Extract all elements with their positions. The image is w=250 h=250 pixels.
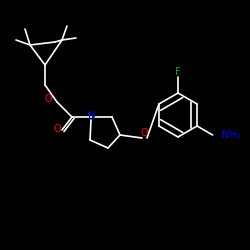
Text: N: N	[88, 111, 96, 121]
Text: O: O	[53, 124, 61, 134]
Text: F: F	[175, 67, 181, 77]
Text: O: O	[140, 128, 148, 138]
Text: NH₂: NH₂	[222, 130, 240, 140]
Text: O: O	[44, 94, 52, 104]
